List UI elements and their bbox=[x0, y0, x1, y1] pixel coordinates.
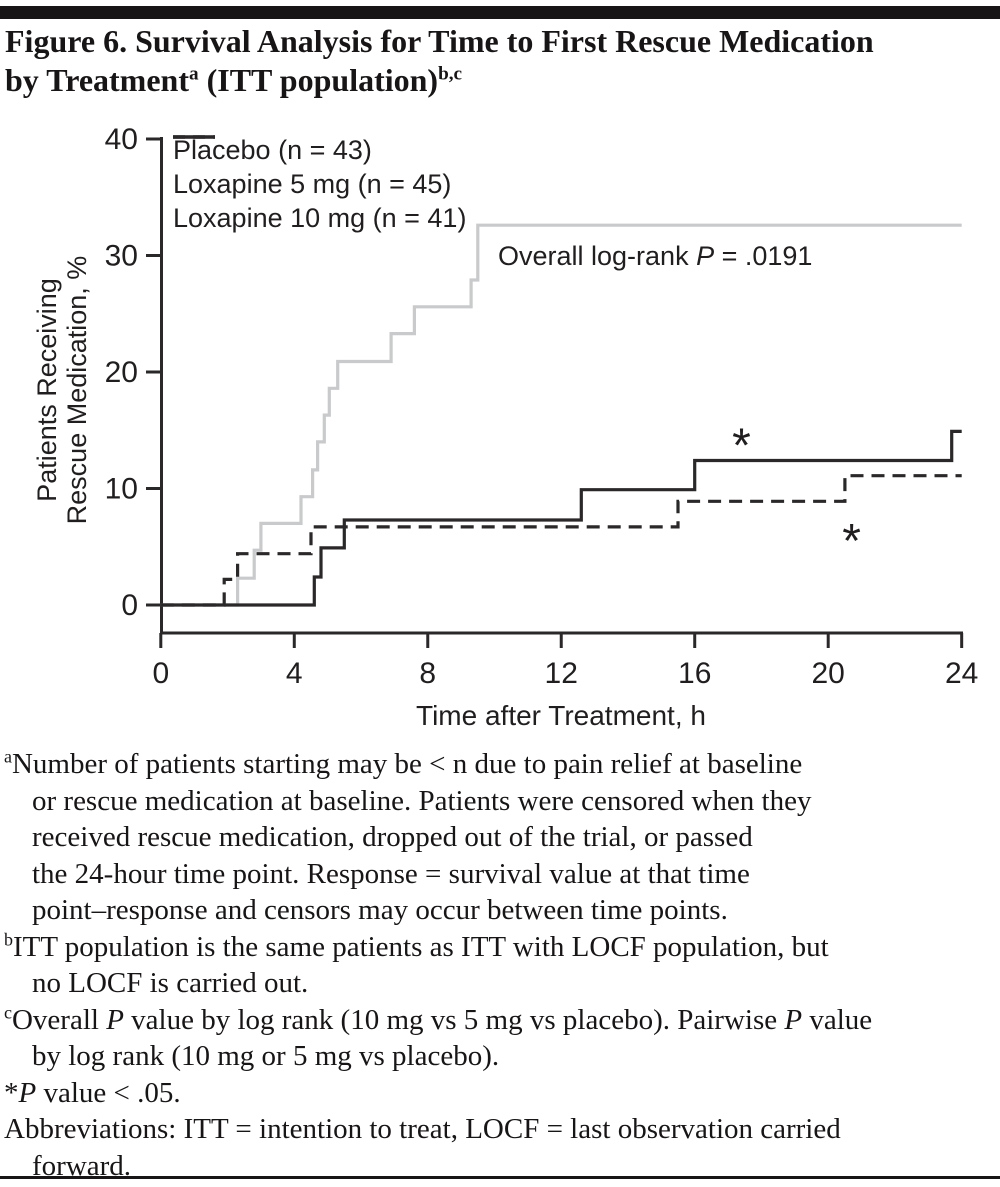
plot-canvas: 0 10 20 30 40 0 4 8 12 16 20 24 * * bbox=[105, 123, 979, 690]
y-tick-label: 40 bbox=[105, 123, 138, 156]
significance-star: * bbox=[842, 515, 861, 568]
bottom-rule bbox=[0, 1176, 1000, 1179]
x-tick-label: 4 bbox=[286, 657, 303, 690]
curve-loxapine-10-mg-n-41- bbox=[160, 429, 962, 607]
x-tick-label: 0 bbox=[152, 657, 169, 690]
x-tick-label: 8 bbox=[419, 657, 436, 690]
title-line2-mid: (ITT population) bbox=[198, 62, 439, 98]
footnote-marker: a bbox=[4, 746, 12, 767]
x-tick-label: 20 bbox=[812, 657, 845, 690]
title-superscript-a: a bbox=[188, 63, 199, 85]
y-tick-label: 0 bbox=[121, 589, 138, 622]
footnote-c-line: by log rank (10 mg or 5 mg vs placebo). bbox=[32, 1040, 500, 1072]
curve-loxapine-5-mg-n-45- bbox=[160, 474, 962, 607]
footnote-c-line: cOverall P value by log rank (10 mg vs 5… bbox=[4, 1001, 873, 1036]
footnote-a-line: received rescue medication, dropped out … bbox=[32, 821, 753, 853]
y-tick-label: 20 bbox=[105, 356, 138, 389]
x-tick-label: 16 bbox=[678, 657, 711, 690]
footnote-a-line: point–response and censors may occur bet… bbox=[32, 894, 728, 926]
footnote-b-line: no LOCF is carried out. bbox=[32, 967, 309, 999]
annotation-p: P bbox=[696, 241, 715, 271]
x-tick-label: 12 bbox=[545, 657, 578, 690]
figure-title-line1: Figure 6. Survival Analysis for Time to … bbox=[5, 23, 874, 59]
y-axis-label-line2: Rescue Medication, % bbox=[62, 255, 92, 525]
y-axis-label-line1: Patients Receiving bbox=[32, 278, 62, 502]
curve-placebo-n-43- bbox=[160, 223, 962, 607]
title-superscript-bc: b,c bbox=[438, 63, 463, 85]
figure-title: Figure 6. Survival Analysis for Time to … bbox=[5, 22, 997, 100]
x-tick-label: 24 bbox=[945, 657, 978, 690]
footnote-4-line: Abbreviations: ITT = intention to treat,… bbox=[4, 1113, 841, 1145]
legend-line-sample bbox=[173, 135, 215, 139]
legend-item: Loxapine 10 mg (n = 41) bbox=[173, 135, 467, 235]
footnote-marker: b bbox=[4, 928, 13, 949]
annotation-pre: Overall log-rank bbox=[498, 241, 697, 271]
significance-star: * bbox=[732, 420, 751, 473]
legend-item: Placebo (n = 43) bbox=[173, 133, 466, 167]
y-axis-label: Patients Receiving Rescue Medication, % bbox=[32, 210, 92, 570]
footnote-marker: c bbox=[4, 1001, 12, 1022]
x-axis-label: Time after Treatment, h bbox=[416, 700, 706, 731]
legend: Placebo (n = 43) Loxapine 5 mg (n = 45) Lo… bbox=[173, 133, 466, 235]
footnote-b-line: bITT population is the same patients as … bbox=[4, 928, 829, 963]
footnote-a-line: the 24-hour time point. Response = survi… bbox=[32, 857, 750, 890]
legend-label: Loxapine 5 mg (n = 45) bbox=[173, 168, 452, 199]
y-tick-label: 30 bbox=[105, 240, 138, 273]
footnote-3-line: *P value < .05. bbox=[4, 1076, 181, 1109]
legend-item: Loxapine 5 mg (n = 45) bbox=[173, 135, 466, 201]
footnotes: aNumber of patients starting may be < n … bbox=[4, 746, 1000, 1184]
footnote-a-line: aNumber of patients starting may be < n … bbox=[4, 746, 803, 780]
top-rule bbox=[0, 6, 1000, 19]
title-line2-text: by Treatment bbox=[5, 62, 189, 98]
log-rank-annotation: Overall log-rank P = .0191 bbox=[498, 241, 812, 272]
y-tick-label: 10 bbox=[105, 473, 138, 506]
figure-title-line2: by Treatmenta (ITT population)b,c bbox=[5, 61, 997, 100]
survival-chart: 0 10 20 30 40 0 4 8 12 16 20 24 * * Patients Receivin… bbox=[0, 115, 1000, 747]
annotation-post: = .0191 bbox=[714, 241, 813, 271]
legend-label: Loxapine 10 mg (n = 41) bbox=[173, 202, 467, 233]
legend-label: Placebo (n = 43) bbox=[173, 134, 372, 165]
footnote-a-line: or rescue medication at baseline. Patien… bbox=[32, 784, 812, 817]
